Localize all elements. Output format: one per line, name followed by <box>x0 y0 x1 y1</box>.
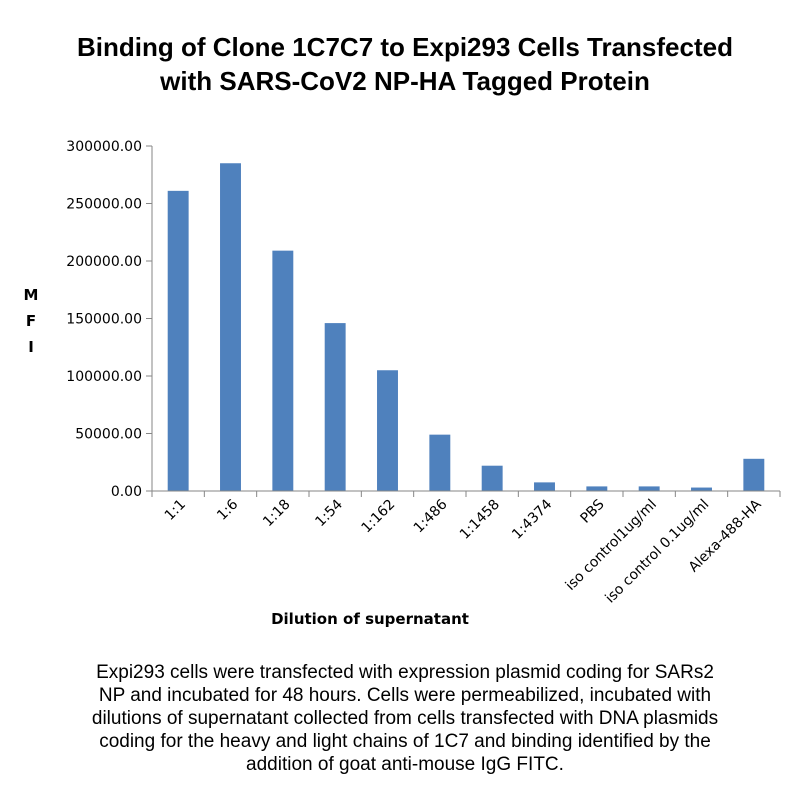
bar <box>743 458 765 491</box>
x-tick-label: 1:54 <box>312 496 346 530</box>
y-axis-ticks: 0.00 50000.00 100000.00 150000.00 200000.00 2… <box>66 139 152 500</box>
bar <box>481 465 503 491</box>
y-tick-label: 0.00 <box>111 484 142 500</box>
y-axis-label-letter: F <box>25 312 37 330</box>
x-tick-label: iso control 0.1ug/ml <box>602 497 712 607</box>
bar <box>220 163 241 491</box>
bar <box>691 487 712 491</box>
bars <box>167 163 765 491</box>
bar <box>586 486 608 491</box>
x-axis-ticks: 1:1 1:6 1:18 1:54 1:162 1:486 1:1458 1:4374 PBSi… <box>151 491 781 607</box>
y-tick-label: 100000.00 <box>66 369 142 385</box>
y-axis-label-letter: I <box>28 338 34 356</box>
y-axis-label: M F I <box>20 282 42 360</box>
x-tick-label: iso control1ug/ml <box>563 497 660 594</box>
caption-line: Expi293 cells were transfected with expr… <box>96 662 714 683</box>
caption-line: addition of goat anti-mouse IgG FITC. <box>246 754 564 775</box>
x-tick-label: 1:162 <box>358 497 398 537</box>
bar <box>272 250 294 491</box>
axes <box>151 146 780 492</box>
bar <box>324 323 346 491</box>
caption-line: dilutions of supernatant collected from … <box>91 708 719 729</box>
bar-chart: 0.00 50000.00 100000.00 150000.00 200000.00 2… <box>66 139 781 607</box>
x-tick-label: 1:4374 <box>509 496 555 542</box>
bar <box>167 190 189 491</box>
bar <box>377 370 398 491</box>
x-tick-label: 1:18 <box>260 497 294 531</box>
x-tick-label: 1:486 <box>411 496 451 536</box>
bar <box>429 434 451 491</box>
x-tick-label: 1:1 <box>162 497 189 524</box>
bar <box>638 486 660 491</box>
x-tick-label: 1:1458 <box>457 497 503 543</box>
caption-line: coding for the heavy and light chains of… <box>99 731 711 752</box>
figure-caption: Expi293 cells were transfected with expr… <box>20 661 790 776</box>
y-tick-label: 300000.00 <box>66 139 142 155</box>
bar <box>534 482 555 491</box>
caption-line: NP and incubated for 48 hours. Cells wer… <box>98 685 712 706</box>
chart-title: Binding of Clone 1C7C7 to Expi293 Cells … <box>0 30 810 98</box>
x-axis-label: Dilution of supernatant <box>271 610 469 628</box>
chart-title-line-1: Binding of Clone 1C7C7 to Expi293 Cells … <box>77 32 733 62</box>
x-tick-label: PBS <box>577 496 607 526</box>
y-tick-label: 150000.00 <box>66 312 142 328</box>
y-tick-label: 200000.00 <box>66 254 142 270</box>
x-tick-label: 1:6 <box>214 496 241 523</box>
chart-title-line-2: with SARS-CoV2 NP-HA Tagged Protein <box>160 66 650 96</box>
y-tick-label: 250000.00 <box>66 197 142 213</box>
y-tick-label: 50000.00 <box>75 427 142 443</box>
y-axis-label-letter: M <box>23 286 39 304</box>
